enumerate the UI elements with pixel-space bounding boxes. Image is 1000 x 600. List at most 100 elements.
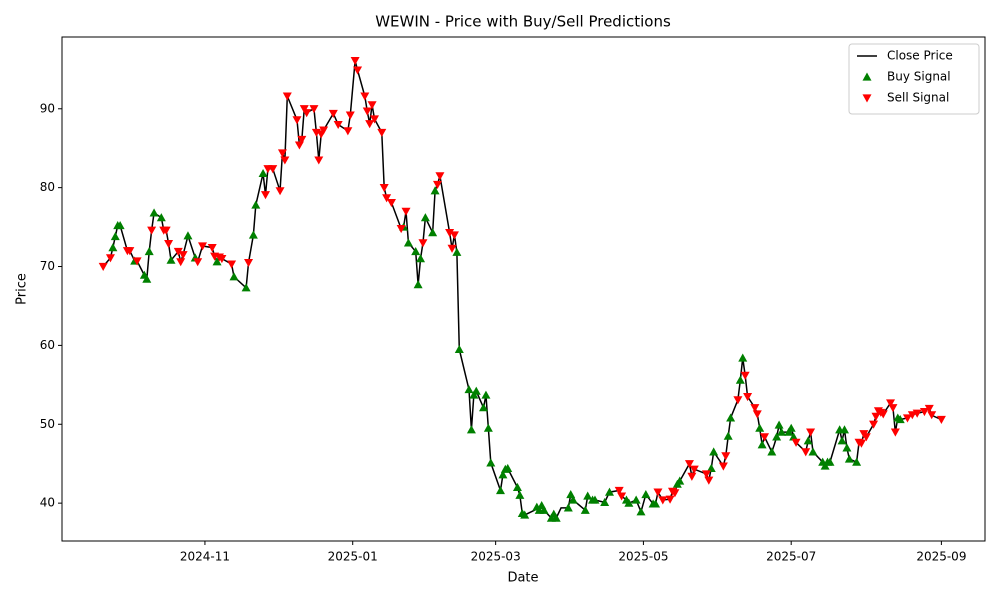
signal-marker xyxy=(275,187,285,196)
signal-marker xyxy=(924,404,934,413)
signal-marker xyxy=(852,457,862,466)
signal-marker xyxy=(432,180,442,189)
signal-marker xyxy=(396,225,406,234)
signal-marker xyxy=(282,92,292,101)
signal-marker xyxy=(701,470,711,479)
signal-marker xyxy=(350,57,360,66)
signal-marker xyxy=(452,247,462,256)
signal-marker xyxy=(563,503,573,512)
signal-marker xyxy=(600,497,610,506)
signal-marker xyxy=(416,254,426,263)
signal-marker xyxy=(430,186,440,195)
signal-marker xyxy=(907,411,917,420)
signal-marker xyxy=(675,476,685,485)
signal-marker xyxy=(132,257,142,266)
signal-marker xyxy=(738,353,748,362)
signal-marker xyxy=(583,491,593,500)
signal-marker xyxy=(614,486,624,496)
signal-marker xyxy=(147,226,157,235)
signal-marker xyxy=(314,156,324,165)
signal-marker xyxy=(689,465,699,474)
signal-marker xyxy=(343,127,353,136)
signal-marker xyxy=(651,499,661,508)
x-tick-label: 2024-11 xyxy=(180,550,230,564)
signal-marker xyxy=(801,448,811,457)
signal-marker xyxy=(110,232,120,241)
signal-marker xyxy=(229,272,239,281)
signal-marker xyxy=(108,243,118,252)
signal-marker xyxy=(684,460,694,469)
signal-marker xyxy=(379,184,389,193)
signal-marker xyxy=(386,199,396,208)
signal-marker xyxy=(382,194,392,203)
y-tick-label: 60 xyxy=(40,338,55,352)
signal-marker xyxy=(98,262,108,272)
signal-marker xyxy=(217,255,227,264)
signal-marker xyxy=(752,410,762,419)
signal-marker xyxy=(709,447,719,456)
signal-marker xyxy=(512,482,522,491)
signal-marker xyxy=(641,489,651,499)
signal-marker xyxy=(428,228,438,237)
signal-marker xyxy=(360,92,370,101)
legend-label: Buy Signal xyxy=(887,70,951,84)
signal-marker xyxy=(878,410,888,419)
signal-marker xyxy=(105,254,115,263)
signal-marker xyxy=(302,109,312,118)
signal-marker xyxy=(658,496,668,505)
signal-marker xyxy=(803,436,813,445)
signal-marker xyxy=(166,255,176,264)
signal-marker xyxy=(449,231,459,240)
signal-marker xyxy=(631,495,641,504)
signal-marker xyxy=(333,120,343,130)
signal-marker xyxy=(624,498,634,507)
signal-marker xyxy=(454,344,464,353)
signal-marker xyxy=(861,433,871,442)
signal-marker xyxy=(183,231,193,240)
signal-marker xyxy=(115,221,125,230)
signal-marker xyxy=(328,109,338,119)
signal-marker xyxy=(413,280,423,289)
signal-marker xyxy=(198,242,208,251)
y-tick-label: 90 xyxy=(40,101,55,115)
signal-marker xyxy=(258,168,268,178)
signal-marker xyxy=(912,409,922,418)
chart-title: WEWIN - Price with Buy/Sell Predictions xyxy=(375,13,671,31)
signal-marker xyxy=(842,443,852,452)
y-tick-label: 70 xyxy=(40,259,55,273)
x-tick-label: 2025-07 xyxy=(766,550,816,564)
signal-marker xyxy=(636,507,646,516)
signal-marker xyxy=(767,447,777,456)
x-tick-label: 2025-05 xyxy=(618,550,668,564)
signal-marker xyxy=(774,420,784,429)
y-tick-label: 80 xyxy=(40,180,55,194)
signal-marker xyxy=(825,457,835,466)
legend-label: Sell Signal xyxy=(887,91,949,105)
signal-marker xyxy=(486,458,496,467)
signal-marker xyxy=(721,452,731,461)
legend-swatch xyxy=(862,72,872,81)
x-tick-label: 2025-03 xyxy=(471,550,521,564)
signal-marker xyxy=(345,111,355,120)
signal-marker xyxy=(755,423,765,432)
signal-marker xyxy=(176,258,186,267)
signal-marker xyxy=(551,513,561,522)
signal-marker xyxy=(161,226,171,235)
legend-swatch xyxy=(862,94,872,103)
x-tick-label: 2025-01 xyxy=(328,550,378,564)
signal-marker xyxy=(365,120,375,129)
signal-marker xyxy=(277,149,287,158)
signal-marker xyxy=(503,463,513,473)
signal-marker xyxy=(142,274,152,283)
plot-frame xyxy=(61,36,986,542)
signal-marker xyxy=(401,207,411,216)
signal-marker xyxy=(260,191,270,200)
signal-marker xyxy=(227,260,237,269)
signal-marker xyxy=(750,404,760,413)
signal-marker xyxy=(735,375,745,384)
x-tick-label: 2025-09 xyxy=(916,550,966,564)
signal-marker xyxy=(844,454,854,463)
signal-marker xyxy=(297,135,307,145)
